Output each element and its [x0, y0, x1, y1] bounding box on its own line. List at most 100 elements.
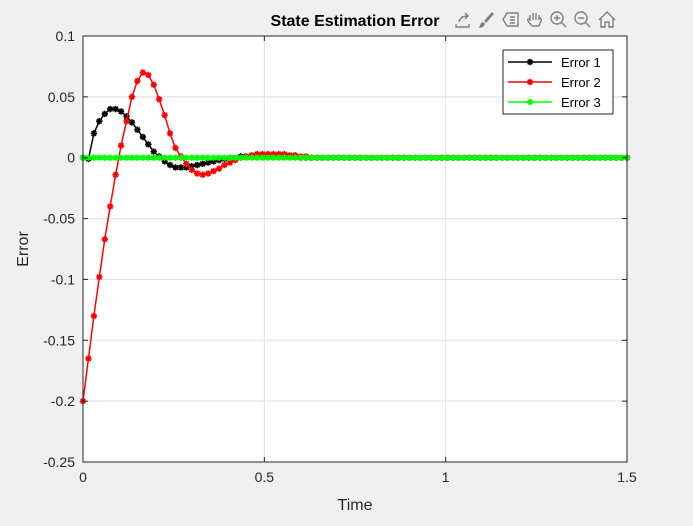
- data-point: [85, 355, 92, 362]
- zoom-out-icon[interactable]: [573, 10, 593, 30]
- data-point: [297, 154, 304, 161]
- data-point: [324, 154, 331, 161]
- legend-item-error-2[interactable]: Error 2: [508, 75, 601, 90]
- data-point: [351, 154, 359, 161]
- data-point: [319, 154, 326, 161]
- data-point: [183, 160, 190, 167]
- data-point: [498, 154, 506, 161]
- data-point: [291, 154, 299, 161]
- data-point: [221, 154, 228, 161]
- y-tick-label: 0: [67, 150, 75, 166]
- data-point: [526, 58, 534, 66]
- data-point: [221, 161, 228, 169]
- data-point: [411, 154, 419, 161]
- data-point: [427, 154, 435, 161]
- data-point: [101, 154, 108, 161]
- zoom-in-icon[interactable]: [549, 10, 569, 30]
- data-point: [482, 154, 489, 161]
- data-point: [145, 141, 152, 148]
- data-point: [525, 154, 533, 161]
- data-point: [264, 154, 272, 161]
- data-point: [558, 154, 565, 161]
- export-icon[interactable]: [453, 10, 473, 30]
- legend-item-error-1[interactable]: Error 1: [508, 55, 601, 70]
- data-point: [526, 98, 534, 106]
- data-point: [161, 154, 168, 161]
- data-point: [357, 154, 364, 161]
- datatip-icon[interactable]: [501, 10, 521, 30]
- data-point: [134, 154, 141, 161]
- data-point: [210, 154, 217, 161]
- home-icon[interactable]: [597, 10, 617, 30]
- data-point: [226, 159, 234, 166]
- data-point: [172, 154, 179, 161]
- data-point: [128, 154, 136, 161]
- data-point: [96, 154, 103, 161]
- data-point: [96, 118, 103, 125]
- data-point: [204, 170, 212, 177]
- data-point: [417, 154, 424, 161]
- data-point: [90, 154, 98, 161]
- data-point: [455, 154, 462, 161]
- data-point: [493, 154, 500, 161]
- data-point: [204, 159, 212, 166]
- brush-icon[interactable]: [477, 10, 497, 30]
- y-tick-label: -0.25: [43, 454, 75, 470]
- legend-label: Error 3: [561, 95, 601, 110]
- data-point: [210, 158, 217, 165]
- data-point: [384, 154, 391, 161]
- data-point: [330, 154, 337, 161]
- data-point: [128, 93, 136, 101]
- data-point: [346, 154, 353, 161]
- data-point: [281, 154, 288, 161]
- legend-item-error-3[interactable]: Error 3: [508, 95, 601, 110]
- data-point: [194, 170, 201, 177]
- data-point: [520, 154, 527, 161]
- data-point: [286, 154, 293, 161]
- y-tick-label: -0.1: [51, 271, 75, 287]
- y-axis-label: Error: [15, 231, 32, 267]
- data-point: [85, 154, 92, 161]
- data-point: [161, 111, 168, 119]
- pan-icon[interactable]: [525, 10, 545, 30]
- data-point: [264, 150, 272, 158]
- data-point: [237, 154, 244, 161]
- data-point: [270, 154, 277, 161]
- data-point: [194, 154, 201, 161]
- data-point: [90, 130, 98, 137]
- data-point: [172, 144, 179, 152]
- data-point: [368, 154, 375, 161]
- data-point: [166, 130, 174, 137]
- data-point: [438, 154, 446, 161]
- data-point: [466, 154, 473, 161]
- data-point: [145, 71, 152, 79]
- data-point: [591, 154, 598, 161]
- data-point: [194, 161, 201, 169]
- data-point: [253, 150, 261, 158]
- data-point: [210, 167, 217, 175]
- data-point: [526, 78, 534, 86]
- data-point: [563, 154, 571, 161]
- data-point: [215, 154, 223, 161]
- data-point: [449, 154, 457, 161]
- data-point: [90, 312, 98, 320]
- data-point: [422, 154, 429, 161]
- data-point: [433, 154, 440, 161]
- data-point: [248, 154, 255, 161]
- legend[interactable]: Error 1 Error 2 Error 3: [502, 49, 614, 115]
- data-point: [596, 154, 603, 161]
- data-point: [199, 171, 206, 178]
- data-point: [340, 154, 348, 161]
- data-point: [107, 154, 114, 161]
- data-point: [389, 154, 397, 161]
- x-tick-label: 1.5: [617, 469, 637, 485]
- data-point: [166, 161, 174, 169]
- x-tick-label: 0.5: [255, 469, 275, 485]
- data-point: [123, 113, 130, 120]
- data-point: [139, 69, 147, 76]
- data-point: [542, 154, 549, 161]
- data-point: [281, 150, 288, 158]
- y-tick-label: -0.05: [43, 211, 75, 227]
- data-point: [150, 148, 157, 155]
- data-point: [117, 154, 125, 161]
